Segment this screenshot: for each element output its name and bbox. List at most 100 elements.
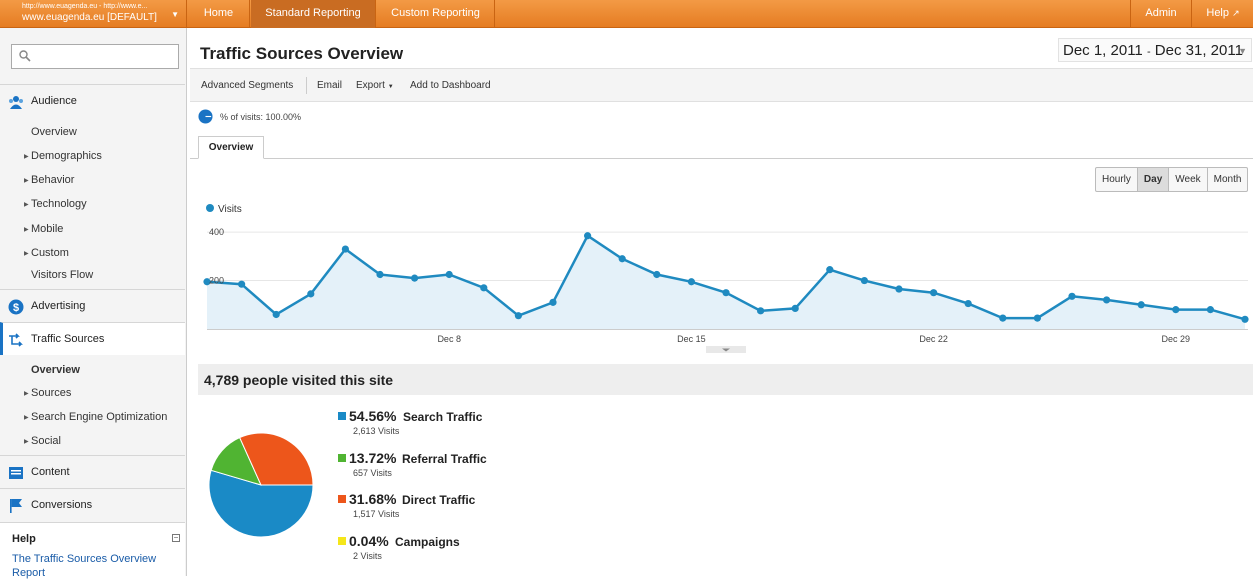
granularity-month-button[interactable]: Month <box>1213 174 1242 185</box>
tab-overview[interactable]: Overview <box>198 136 264 159</box>
expand-arrow-icon: ▶ <box>24 202 29 208</box>
sidebar-item-label: Sources <box>31 387 72 399</box>
visits-point[interactable] <box>1241 315 1249 323</box>
visits-point[interactable] <box>341 245 349 253</box>
legend-percent: 0.04% <box>349 533 389 549</box>
visits-point[interactable] <box>618 255 626 263</box>
sidebar-item-label: Content <box>31 466 70 478</box>
nav-custom-reporting[interactable]: Custom Reporting <box>377 0 495 28</box>
sidebar-item-audience[interactable]: Audience <box>0 84 185 117</box>
visits-point[interactable] <box>895 285 903 293</box>
legend-visits: 2,613 Visits <box>353 426 400 436</box>
chevron-down-icon <box>722 348 730 352</box>
account-selector[interactable]: http://www.euagenda.eu - http://www.e...… <box>0 0 187 28</box>
visits-point[interactable] <box>964 299 972 308</box>
chevron-down-icon: ▼ <box>1238 46 1247 56</box>
sidebar-item-label: Social <box>31 435 61 447</box>
legend-name[interactable]: Direct Traffic <box>402 493 476 507</box>
account-urls: http://www.euagenda.eu - http://www.e... <box>22 3 148 10</box>
visits-point[interactable] <box>1137 301 1145 309</box>
visits-point[interactable] <box>930 289 938 297</box>
visits-point[interactable] <box>584 232 592 240</box>
sidebar-search-input[interactable] <box>11 44 179 69</box>
flag-icon <box>10 499 22 513</box>
visits-point[interactable] <box>238 280 246 288</box>
account-profile: www.euagenda.eu [DEFAULT] <box>22 12 157 23</box>
sidebar-item-label: Advertising <box>31 300 86 312</box>
visits-point[interactable] <box>445 270 453 279</box>
visits-point[interactable] <box>1033 314 1041 322</box>
y-tick-label: 400 <box>209 227 224 237</box>
x-tick-label: Dec 29 <box>1162 334 1191 344</box>
visits-point[interactable] <box>999 314 1007 322</box>
date-start: Dec 1, 2011 <box>1063 42 1143 59</box>
tab-divider <box>190 158 1253 159</box>
visits-point[interactable] <box>549 298 557 306</box>
legend-swatch <box>338 454 346 462</box>
visits-point[interactable] <box>826 266 834 274</box>
nav-home[interactable]: Home <box>188 0 250 28</box>
legend-percent: 13.72% <box>349 450 397 466</box>
date-range-picker[interactable]: Dec 1, 2011 - Dec 31, 2011 ▼ <box>1058 38 1252 62</box>
sidebar-item-label: Traffic Sources <box>31 333 105 345</box>
date-separator: - <box>1146 46 1151 58</box>
granularity-week-button[interactable]: Week <box>1169 168 1208 191</box>
visits-point[interactable] <box>1206 306 1214 314</box>
legend-percent: 31.68% <box>349 491 397 507</box>
visits-line-chart: Visits Dec 8 Dec 15 Dec 22 Dec 29 400 200 <box>203 204 1249 353</box>
pie-slice[interactable] <box>208 469 314 538</box>
visits-point[interactable] <box>1103 296 1111 304</box>
granularity-hourly-button[interactable]: Hourly <box>1096 168 1138 191</box>
sidebar-item-content[interactable]: Content <box>0 455 185 488</box>
visits-point[interactable] <box>791 304 799 313</box>
advanced-segments-button[interactable]: Advanced Segments <box>201 80 294 91</box>
external-link-icon: ↗ <box>1232 8 1240 18</box>
toolbar-divider <box>306 77 307 94</box>
legend-name[interactable]: Search Traffic <box>403 410 483 424</box>
nav-help[interactable]: Help ↗ <box>1193 0 1253 28</box>
visits-point[interactable] <box>757 307 765 315</box>
granularity-day-button[interactable]: Day <box>1137 168 1170 191</box>
help-title: Help <box>12 533 36 545</box>
visits-point[interactable] <box>653 270 661 279</box>
chevron-down-icon: ▼ <box>387 84 394 90</box>
visits-point[interactable] <box>514 312 522 320</box>
sidebar-item-conversions[interactable]: Conversions <box>0 488 185 522</box>
sidebar-item-advertising[interactable]: $ Advertising <box>0 289 185 322</box>
sidebar-item-label: Visitors Flow <box>31 269 94 281</box>
visits-point[interactable] <box>722 289 730 297</box>
visits-point[interactable] <box>272 310 280 319</box>
visits-point[interactable] <box>411 274 419 282</box>
add-to-dashboard-button[interactable]: Add to Dashboard <box>410 80 491 91</box>
sidebar-item-label: Behavior <box>31 174 75 186</box>
search-field[interactable] <box>34 47 174 66</box>
nav-admin[interactable]: Admin <box>1130 0 1192 28</box>
legend-marker <box>206 204 214 212</box>
email-button[interactable]: Email <box>317 80 343 91</box>
visits-point[interactable] <box>203 278 211 286</box>
visits-point[interactable] <box>480 284 488 292</box>
search-icon <box>19 50 31 62</box>
collapse-icon[interactable]: − <box>172 533 180 542</box>
export-button[interactable]: Export ▼ <box>356 80 394 91</box>
visits-point[interactable] <box>1172 306 1180 314</box>
legend-name[interactable]: Campaigns <box>395 535 460 549</box>
visits-point[interactable] <box>376 270 384 279</box>
expand-arrow-icon: ▶ <box>24 391 29 397</box>
visits-point[interactable] <box>1068 292 1076 300</box>
legend-name[interactable]: Referral Traffic <box>402 452 487 466</box>
visitors-summary-bar: 4,789 people visited this site <box>198 364 1253 395</box>
visits-point[interactable] <box>687 278 695 286</box>
y-tick-label: 200 <box>209 276 224 286</box>
visits-point[interactable] <box>307 290 315 298</box>
sidebar-item-traffic-sources[interactable]: Traffic Sources <box>0 322 185 355</box>
traffic-pie-chart <box>208 432 314 538</box>
sidebar-item-label: Custom <box>31 247 69 259</box>
expand-arrow-icon: ▶ <box>24 178 29 184</box>
nav-standard-reporting[interactable]: Standard Reporting <box>251 0 376 28</box>
content-icon <box>9 467 23 479</box>
x-tick-label: Dec 8 <box>437 334 461 344</box>
report-toolbar: Advanced Segments Email Export ▼ Add to … <box>190 68 1253 102</box>
pie-slice[interactable] <box>239 432 314 486</box>
visits-point[interactable] <box>860 276 869 285</box>
